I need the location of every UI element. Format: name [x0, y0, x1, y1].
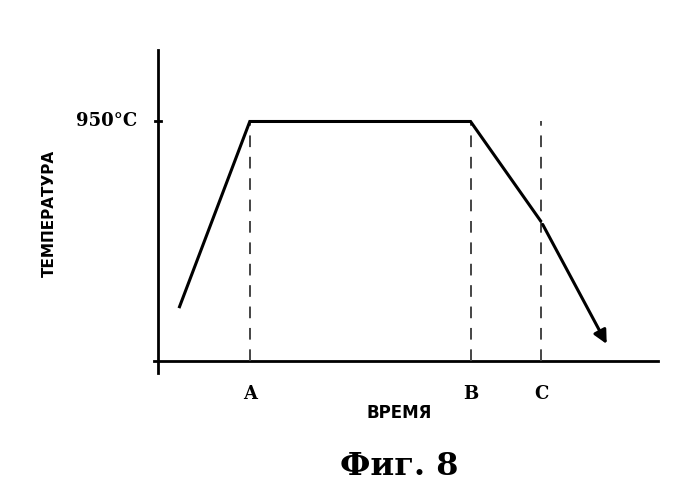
Text: ВРЕМЯ: ВРЕМЯ [366, 404, 432, 421]
Text: C: C [534, 385, 549, 403]
Text: A: A [243, 385, 257, 403]
Text: ТЕМПЕРАТУРА: ТЕМПЕРАТУРА [41, 150, 57, 277]
Text: Фиг. 8: Фиг. 8 [340, 451, 458, 482]
Text: 950°C: 950°C [76, 112, 137, 131]
Text: B: B [463, 385, 478, 403]
